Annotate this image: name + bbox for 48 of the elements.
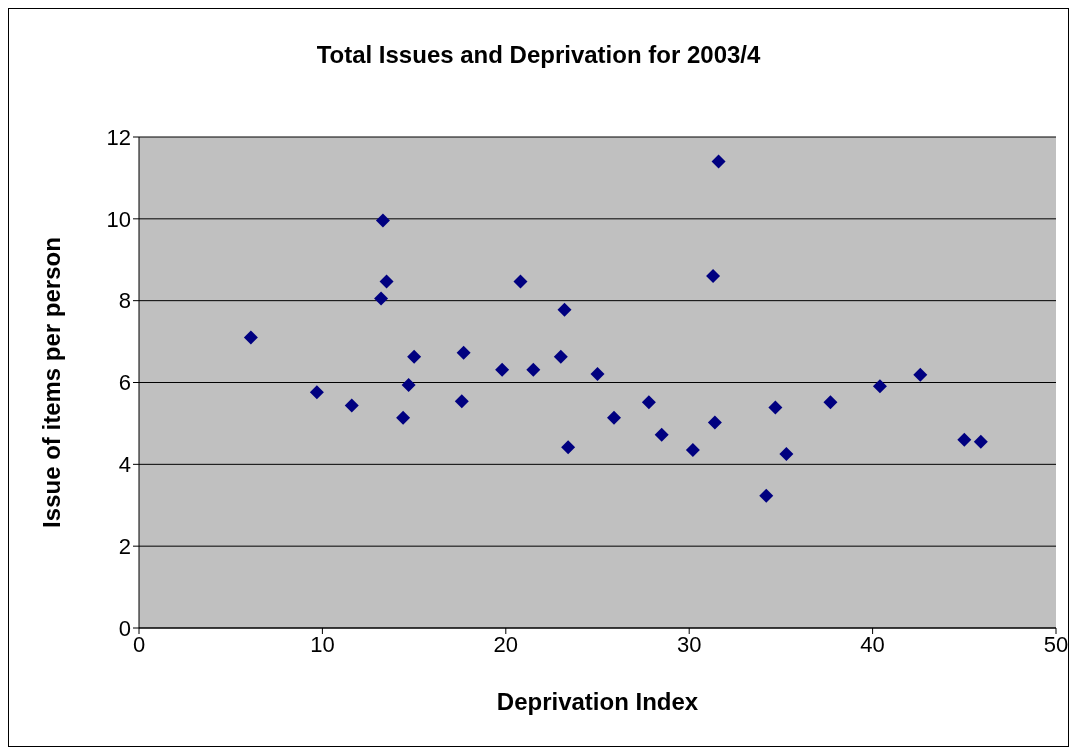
point xyxy=(374,291,389,306)
point xyxy=(779,447,794,462)
point xyxy=(344,398,359,413)
point xyxy=(243,330,258,345)
point xyxy=(706,269,721,284)
point xyxy=(654,427,669,442)
point xyxy=(557,302,572,317)
point xyxy=(375,213,390,228)
x-tick-label: 40 xyxy=(860,631,885,657)
point xyxy=(973,434,988,449)
point xyxy=(957,432,972,447)
point xyxy=(379,274,394,289)
point xyxy=(309,385,324,400)
y-tick-label: 6 xyxy=(118,370,131,396)
point xyxy=(407,349,422,364)
y-tick-label: 0 xyxy=(118,615,131,641)
point xyxy=(872,379,887,394)
point xyxy=(513,274,528,289)
point xyxy=(526,362,541,377)
y-axis-title: Issue of items per person xyxy=(37,237,65,528)
point xyxy=(454,394,469,409)
y-tick-label: 2 xyxy=(118,533,131,559)
point xyxy=(495,362,510,377)
x-tick-label: 30 xyxy=(676,631,702,657)
point xyxy=(561,440,576,455)
chart-title: Total Issues and Deprivation for 2003/4 xyxy=(315,41,762,69)
point xyxy=(759,488,774,503)
point xyxy=(641,395,656,410)
point xyxy=(711,154,726,169)
y-tick-label: 8 xyxy=(118,288,131,314)
point xyxy=(590,366,605,381)
point xyxy=(553,349,568,364)
point xyxy=(607,410,622,425)
point xyxy=(707,415,722,430)
point xyxy=(913,367,928,382)
y-tick-label: 10 xyxy=(106,206,131,232)
point xyxy=(401,377,416,392)
x-tick-label: 50 xyxy=(1043,631,1069,657)
y-tick-label: 4 xyxy=(118,452,131,478)
point xyxy=(685,443,700,458)
point xyxy=(768,400,783,415)
x-tick-label: 20 xyxy=(493,631,519,657)
point xyxy=(823,395,838,410)
point xyxy=(456,345,471,360)
x-axis-title: Deprivation Index xyxy=(496,688,699,715)
y-tick-label: 12 xyxy=(106,124,131,150)
x-tick-label: 10 xyxy=(310,631,335,657)
point xyxy=(396,410,411,425)
